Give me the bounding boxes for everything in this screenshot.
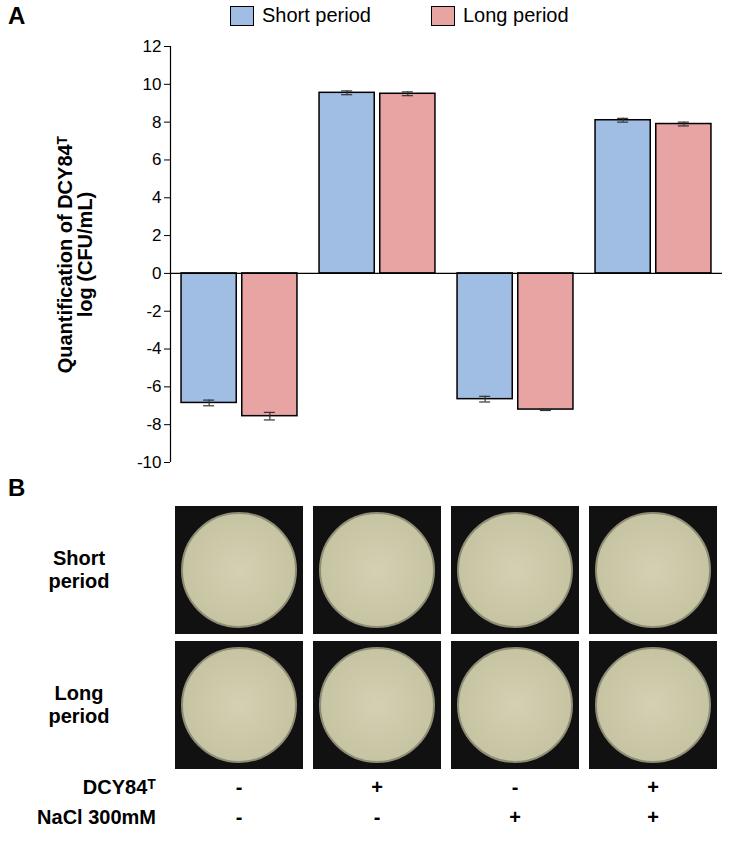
svg-text:-4: -4 bbox=[146, 339, 161, 358]
html-text:Short period: Short period bbox=[48, 546, 110, 592]
html-text:Long period: Long period bbox=[463, 4, 569, 26]
svg-text:-6: -6 bbox=[146, 377, 161, 396]
svg-text:4: 4 bbox=[152, 188, 161, 207]
html-text:DCY84ᵀ: DCY84ᵀ bbox=[82, 775, 156, 798]
svg-text:6: 6 bbox=[152, 150, 161, 169]
svg-text:12: 12 bbox=[143, 37, 162, 56]
html-text:B: B bbox=[8, 474, 26, 501]
html-text:A: A bbox=[8, 2, 26, 29]
svg-text:0: 0 bbox=[152, 264, 161, 283]
svg-text:-8: -8 bbox=[146, 415, 161, 434]
html-text:NaCl 300mM: NaCl 300mM bbox=[37, 805, 156, 828]
html-text:Long period: Long period bbox=[48, 681, 110, 727]
svg-text:Quantification of DCY84ᵀlog (C: Quantification of DCY84ᵀlog (CFU/mL) bbox=[54, 135, 96, 373]
svg-text:2: 2 bbox=[152, 226, 161, 245]
svg-text:10: 10 bbox=[143, 75, 162, 94]
svg-text:-2: -2 bbox=[146, 302, 161, 321]
svg-text:8: 8 bbox=[152, 113, 161, 132]
svg-text:-10: -10 bbox=[137, 453, 162, 472]
html-text:Short period: Short period bbox=[262, 4, 371, 26]
